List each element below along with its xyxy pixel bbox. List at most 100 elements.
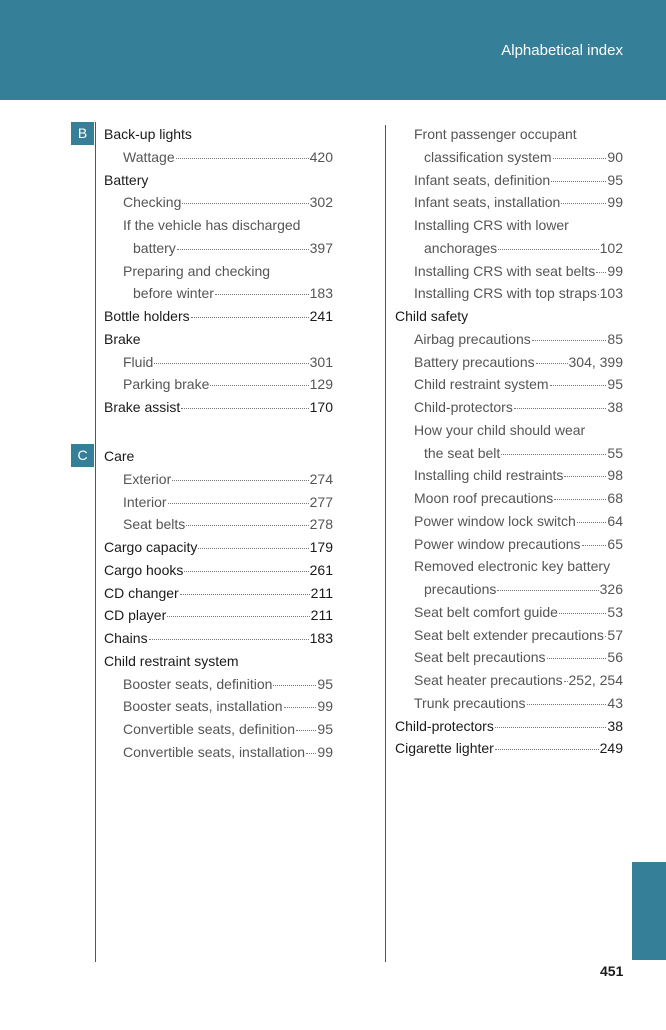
dot-leader (497, 590, 599, 591)
entry-page: 95 (317, 675, 333, 692)
entry-label: Child-protectors (414, 399, 513, 415)
entry-page: 38 (607, 717, 623, 734)
column-divider-left (95, 122, 96, 962)
entry-label: Infant seats, installation (414, 194, 561, 211)
index-entry: Power window lock switch 64 (395, 510, 623, 533)
entry-page: 302 (309, 194, 333, 211)
entry-label: Seat heater precautions (414, 672, 563, 688)
entry-label: Battery (104, 171, 149, 188)
index-entry: Child-protectors 38 (395, 715, 623, 738)
index-entry: Installing CRS with lower (395, 214, 623, 237)
entry-page: 99 (317, 698, 333, 715)
dot-leader (181, 408, 309, 409)
entry-page: 99 (317, 743, 333, 760)
entry-page: 53 (607, 603, 623, 620)
dot-leader (494, 749, 599, 751)
index-entry: Cargo hooks 261 (104, 559, 333, 582)
dot-leader (552, 157, 607, 159)
entry-label: Power window lock switch (414, 512, 576, 529)
entry-label: Exterior (123, 470, 172, 487)
entry-page: 57 (607, 626, 623, 643)
entry-page: 68 (607, 490, 623, 506)
index-entry: CD player 211 (104, 604, 333, 627)
entry-label: Bottle holders (104, 308, 190, 324)
index-entry: Chains 183 (104, 627, 333, 650)
index-entry: Infant seats, definition 95 (395, 169, 623, 192)
dot-leader (513, 408, 607, 409)
entry-label: Installing child restraints (414, 467, 564, 484)
index-entry: Parking brake 129 (104, 373, 333, 396)
dot-leader (564, 476, 607, 478)
dot-leader (179, 593, 310, 595)
entry-label: Interior (123, 493, 167, 510)
page-number: 451 (600, 963, 624, 979)
index-entry: Seat heater precautions 252, 254 (395, 669, 623, 692)
index-entry: Seat belts 278 (104, 513, 333, 536)
dot-leader (198, 548, 309, 549)
entry-page: 420 (309, 148, 333, 165)
entry-page: 179 (309, 539, 333, 555)
index-entry: Airbag precautions 85 (395, 328, 623, 351)
index-entry: Care (104, 445, 333, 468)
entry-page: 211 (310, 584, 333, 601)
entry-label: CD changer (104, 584, 179, 601)
index-entry: Trunk precautions 43 (395, 692, 623, 715)
entry-label: before winter (133, 285, 214, 302)
index-entry: Fluid 301 (104, 351, 333, 374)
dot-leader (596, 271, 607, 273)
entry-label: CD player (104, 607, 167, 624)
entry-page: 64 (607, 512, 623, 529)
entry-label: Seat belts (123, 516, 186, 533)
entry-page: 55 (607, 444, 623, 461)
entry-label: Booster seats, definition (123, 675, 273, 692)
entry-page: 249 (599, 740, 623, 757)
entry-page: 277 (309, 493, 333, 510)
index-section-b: Back-up lights Wattage 420 Battery Checking 3… (104, 123, 333, 419)
index-entry: before winter 183 (104, 282, 333, 305)
index-entry: Booster seats, definition 95 (104, 673, 333, 696)
dot-leader (186, 525, 309, 527)
entry-page: 56 (607, 649, 623, 666)
entry-label: Infant seats, definition (414, 171, 551, 188)
index-section-c: Care Exterior 274 Interior 277 Seat belts 278 C… (104, 445, 333, 764)
entry-label: Convertible seats, definition (123, 721, 295, 737)
index-entry: Exterior 274 (104, 468, 333, 491)
index-entry: Checking 302 (104, 191, 333, 214)
entry-label: Moon roof precautions (414, 490, 554, 506)
entry-page: 98 (607, 467, 623, 484)
entry-label: Cigarette lighter (395, 740, 494, 757)
entry-page: 170 (309, 399, 333, 415)
index-entry: Infant seats, installation 99 (395, 191, 623, 214)
entry-page: 43 (607, 694, 623, 711)
dot-leader (558, 612, 607, 614)
entry-label: Convertible seats, installation (123, 743, 306, 760)
index-entry: Cargo capacity 179 (104, 536, 333, 559)
index-entry: Brake (104, 328, 333, 351)
dot-leader (296, 730, 317, 731)
index-entry: battery 397 (104, 237, 333, 260)
index-entry: Seat belt comfort guide 53 (395, 601, 623, 624)
entry-label: Fluid (123, 353, 154, 370)
entry-label: Brake (104, 330, 141, 347)
entry-label: Front passenger occupant (414, 126, 577, 142)
dot-leader (549, 385, 607, 387)
index-entry: classification system 90 (395, 146, 623, 169)
entry-page: 397 (309, 239, 333, 256)
index-entry: Back-up lights (104, 123, 333, 146)
entry-label: Installing CRS with seat belts (414, 262, 596, 279)
entry-page: 211 (310, 607, 333, 624)
dot-leader (214, 294, 309, 296)
index-entry: How your child should wear (395, 419, 623, 442)
header-title: Alphabetical index (501, 42, 623, 59)
dot-leader (535, 362, 568, 364)
entry-page: 326 (599, 581, 623, 597)
entry-label: Checking (123, 194, 182, 211)
index-entry: Battery precautions 304, 399 (395, 351, 623, 374)
entry-page: 304, 399 (568, 353, 624, 370)
entry-label: Parking brake (123, 376, 210, 393)
entry-page: 103 (599, 285, 623, 302)
index-right-column: Front passenger occupant classification s… (395, 123, 623, 760)
index-entry: anchorages 102 (395, 237, 623, 260)
dot-leader (273, 684, 317, 686)
index-entry: If the vehicle has discharged (104, 214, 333, 237)
